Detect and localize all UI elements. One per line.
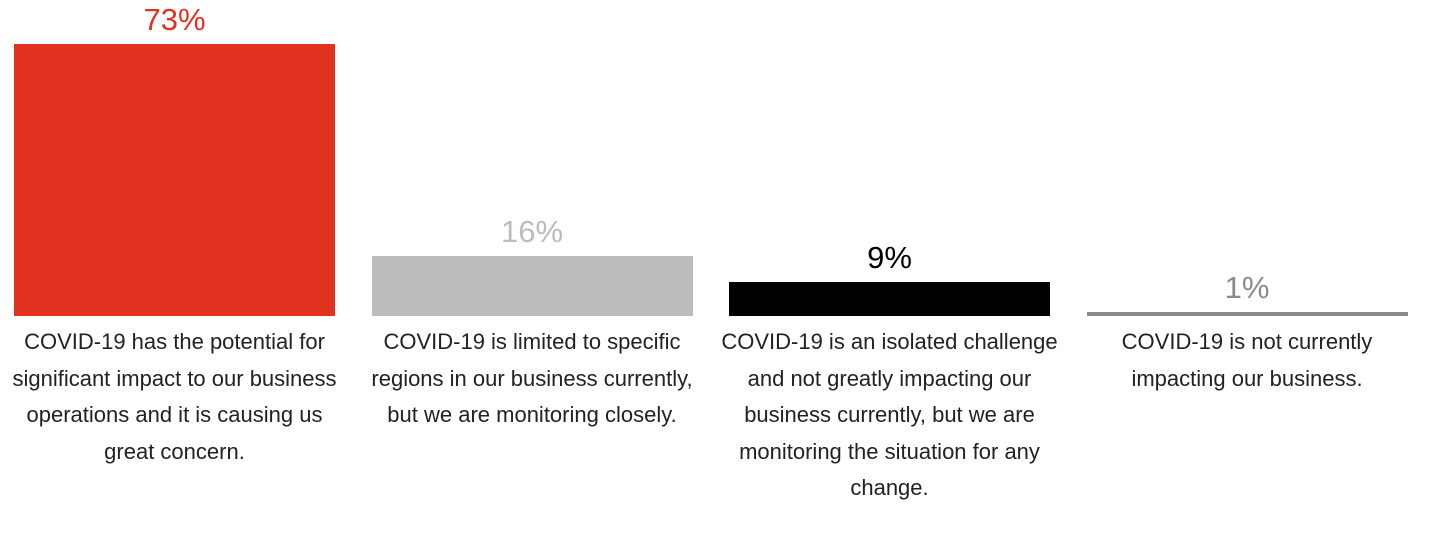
value-label: 73% xyxy=(143,2,206,37)
category-label: COVID-19 has the potential for significa… xyxy=(12,329,337,464)
bar xyxy=(729,282,1050,316)
bar xyxy=(14,44,335,316)
value-label: 9% xyxy=(867,240,912,276)
bar xyxy=(1086,312,1408,316)
bar xyxy=(371,256,693,316)
category-label: COVID-19 is an isolated challenge and no… xyxy=(721,329,1058,500)
value-label: 16% xyxy=(500,214,564,250)
value-label: 1% xyxy=(1224,270,1270,306)
category-label: COVID-19 is not currently impacting our … xyxy=(1121,329,1373,391)
category-label: COVID-19 is limited to specific regions … xyxy=(371,329,693,427)
